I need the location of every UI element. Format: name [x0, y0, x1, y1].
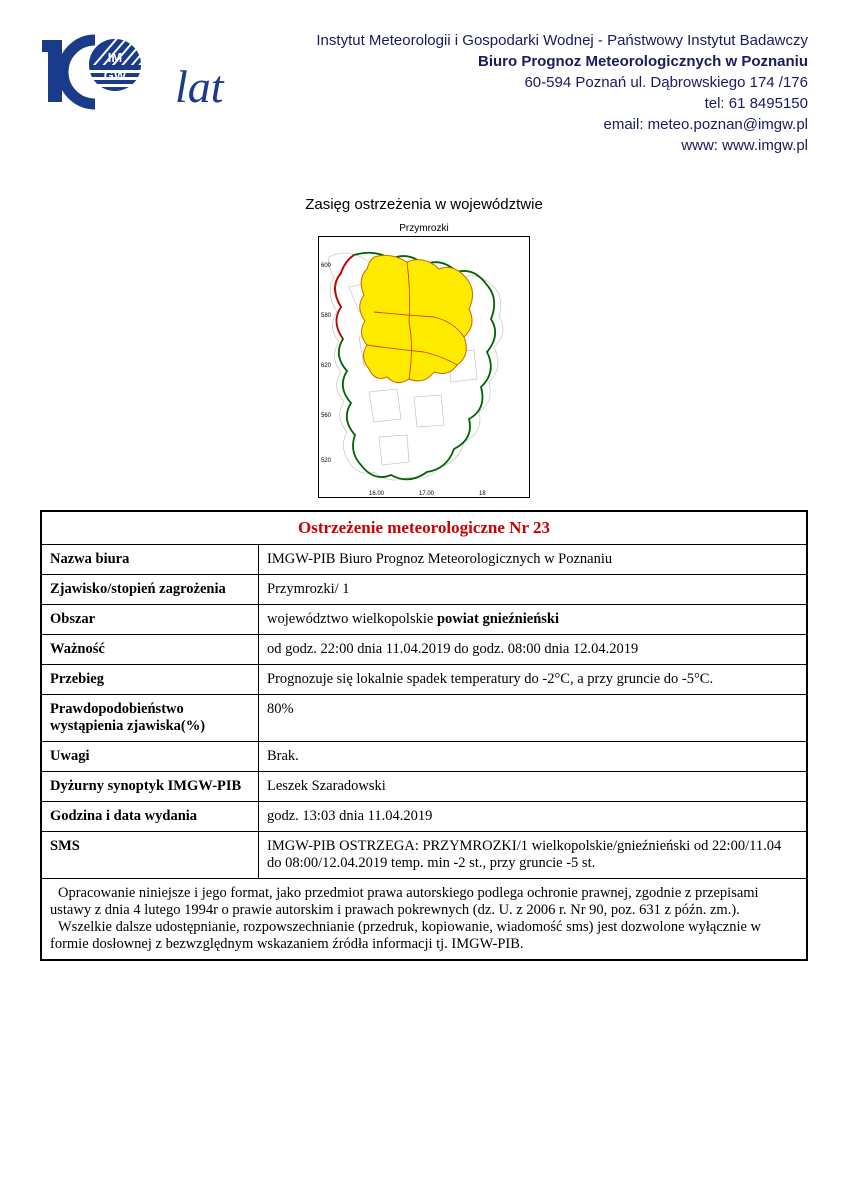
row-nazwa-biura-value: IMGW-PIB Biuro Prognoz Meteorologicznych…	[259, 545, 808, 575]
row-godzina-value: godz. 13:03 dnia 11.04.2019	[259, 802, 808, 832]
svg-text:620: 620	[321, 363, 332, 369]
row-sms-value: IMGW-PIB OSTRZEGA: PRZYMROZKI/1 wielkopo…	[259, 832, 808, 879]
row-przebieg-value: Prognozuje się lokalnie spadek temperatu…	[259, 665, 808, 695]
row-godzina-label: Godzina i data wydania	[41, 802, 259, 832]
warning-table: Ostrzeżenie meteorologiczne Nr 23 Nazwa …	[40, 510, 808, 961]
row-zjawisko-label: Zjawisko/stopień zagrożenia	[41, 575, 259, 605]
row-uwagi-value: Brak.	[259, 742, 808, 772]
header-line-address: 60-594 Poznań ul. Dąbrowskiego 174 /176	[316, 72, 808, 93]
map-caption: Przymrozki	[40, 223, 808, 234]
row-zjawisko-value: Przymrozki/ 1	[259, 575, 808, 605]
warning-title: Ostrzeżenie meteorologiczne Nr 23	[41, 511, 807, 545]
header-line-email: email: meteo.poznan@imgw.pl	[316, 114, 808, 135]
svg-text:18: 18	[479, 491, 486, 497]
row-sms-label: SMS	[41, 832, 259, 879]
row-nazwa-biura-label: Nazwa biura	[41, 545, 259, 575]
row-synoptyk-value: Leszek Szaradowski	[259, 772, 808, 802]
svg-text:lat: lat	[175, 61, 225, 112]
row-prawdopodobienstwo-label: Prawdopodobieństwo wystąpienia zjawiska(…	[41, 695, 259, 742]
section-title: Zasięg ostrzeżenia w województwie	[40, 196, 808, 213]
row-synoptyk-label: Dyżurny synoptyk IMGW-PIB	[41, 772, 259, 802]
svg-text:520: 520	[321, 458, 332, 464]
footer-p1: Opracowanie niniejsze i jego format, jak…	[50, 885, 798, 919]
header-contact-block: Instytut Meteorologii i Gospodarki Wodne…	[316, 30, 808, 156]
document-header: IM GW lat Instytut Meteorologii i Gospod…	[40, 30, 808, 156]
row-waznosc-label: Ważność	[41, 635, 259, 665]
header-line-institute: Instytut Meteorologii i Gospodarki Wodne…	[316, 30, 808, 51]
footer-p2: Wszelkie dalsze udostępnianie, rozpowsze…	[50, 919, 798, 953]
row-prawdopodobienstwo-value: 80%	[259, 695, 808, 742]
row-przebieg-label: Przebieg	[41, 665, 259, 695]
header-line-bureau: Biuro Prognoz Meteorologicznych w Poznan…	[316, 51, 808, 72]
svg-text:17.00: 17.00	[419, 491, 435, 497]
row-obszar-label: Obszar	[41, 605, 259, 635]
svg-text:560: 560	[321, 413, 332, 419]
header-line-tel: tel: 61 8495150	[316, 93, 808, 114]
obszar-prefix: województwo wielkopolskie	[267, 611, 437, 627]
row-waznosc-value: od godz. 22:00 dnia 11.04.2019 do godz. …	[259, 635, 808, 665]
svg-text:GW: GW	[104, 68, 127, 83]
copyright-footer: Opracowanie niniejsze i jego format, jak…	[41, 879, 807, 961]
row-obszar-value: województwo wielkopolskie powiat gnieźni…	[259, 605, 808, 635]
warning-map: 600 580 620 560 520 16.00 17.00 18	[318, 236, 530, 498]
row-uwagi-label: Uwagi	[41, 742, 259, 772]
svg-text:16.00: 16.00	[369, 491, 385, 497]
svg-text:600: 600	[321, 263, 332, 269]
header-line-www: www: www.imgw.pl	[316, 135, 808, 156]
svg-text:580: 580	[321, 313, 332, 319]
obszar-powiat: powiat gnieźnieński	[437, 611, 559, 627]
logo-100-lat: IM GW lat	[40, 30, 230, 120]
svg-text:IM: IM	[108, 50, 122, 65]
